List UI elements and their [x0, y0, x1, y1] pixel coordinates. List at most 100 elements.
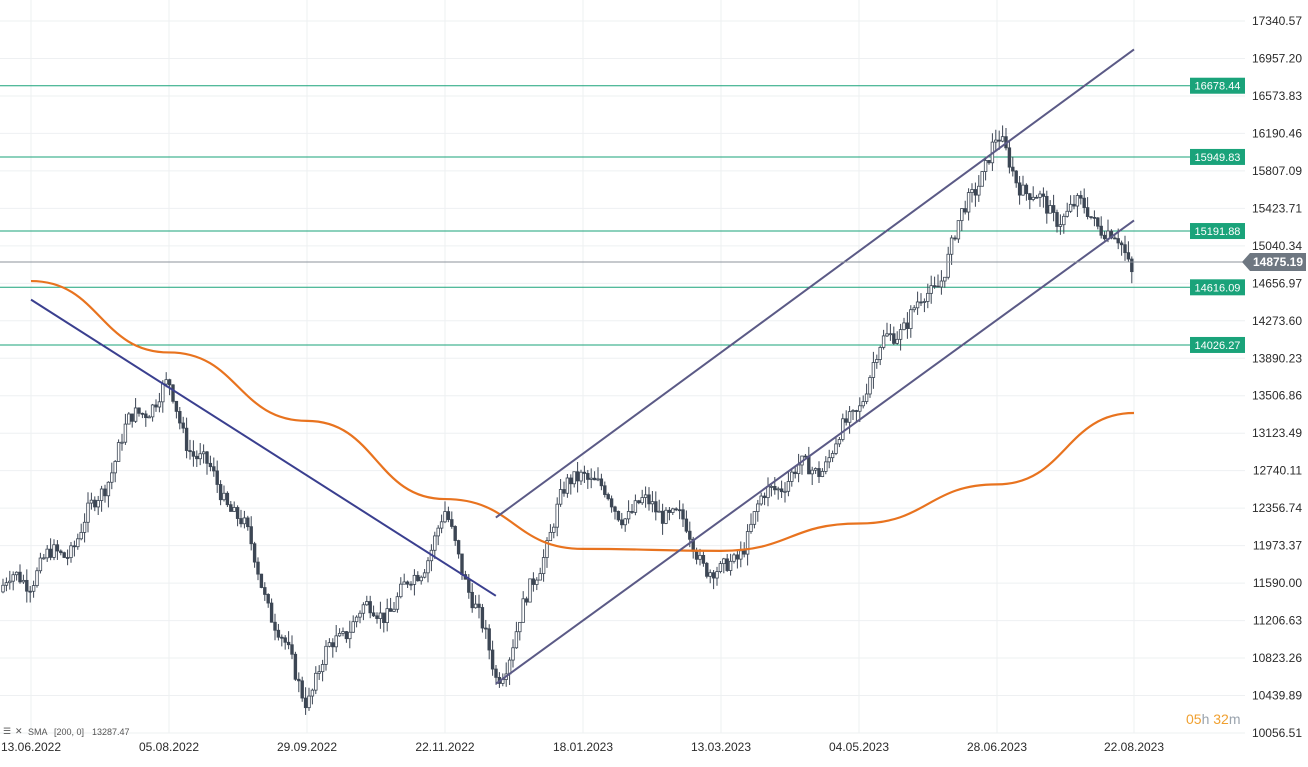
candle-body [582, 471, 587, 474]
candle-body [378, 612, 383, 619]
candle-body [1011, 166, 1015, 172]
candle-body [147, 416, 151, 419]
candle-body [813, 468, 818, 471]
candle-body [541, 557, 546, 574]
candle-body [120, 441, 124, 444]
candle-body [647, 494, 651, 505]
candle-body [297, 678, 301, 682]
candle-body [65, 557, 70, 559]
candle-body [640, 497, 644, 504]
candle-body [946, 253, 950, 278]
candle-body [487, 628, 491, 651]
candle-body [569, 477, 573, 485]
candle-body [1041, 193, 1046, 197]
candle-body [133, 407, 138, 422]
sma-indicator-legend[interactable]: ☰ ✕ SMA [200, 0] 13287.47 [3, 726, 130, 737]
candle-body [127, 413, 131, 425]
candle-body [130, 413, 134, 422]
candle-body [1024, 184, 1029, 195]
level-label: 15191.88 [1195, 226, 1241, 238]
candle-body [195, 455, 199, 460]
candle-body [885, 333, 889, 337]
menu-icon[interactable]: ☰ [3, 726, 11, 736]
candle-body [18, 571, 22, 583]
y-tick-label: 16957.20 [1252, 51, 1302, 65]
candle-body [701, 554, 706, 564]
level-label-box [1190, 77, 1245, 94]
candle-body [830, 453, 835, 459]
y-tick-label: 13123.49 [1252, 426, 1302, 440]
candle-body [705, 562, 709, 577]
candle-body [212, 466, 216, 472]
trendline-channel-lower [495, 219, 1135, 685]
candle-body [402, 581, 406, 585]
candle-body [616, 510, 621, 521]
candle-body [868, 377, 872, 395]
candle-body [218, 484, 223, 501]
candle-body [1099, 225, 1103, 236]
candle-body [531, 578, 536, 585]
x-tick-label: 29.09.2022 [277, 740, 337, 754]
candle-body [875, 359, 879, 363]
candle-body [460, 553, 464, 575]
candle-body [953, 237, 957, 240]
candle-body [606, 494, 610, 500]
candle-body [392, 608, 396, 612]
candle-body [1045, 195, 1049, 214]
candle-body [416, 574, 420, 582]
close-icon[interactable]: ✕ [15, 726, 23, 736]
candle-body [524, 598, 529, 603]
candle-body [467, 578, 471, 593]
y-tick-label: 14656.97 [1252, 276, 1302, 290]
candle-body [439, 521, 444, 529]
candle-body [1051, 205, 1056, 213]
candle-body [82, 521, 87, 533]
candle-body [596, 478, 600, 481]
candle-body [881, 335, 886, 348]
candle-body [1092, 216, 1097, 219]
candle-body [983, 160, 988, 172]
candle-body [382, 612, 386, 623]
candle-body [405, 581, 410, 585]
candle-body [609, 498, 614, 508]
candle-body [742, 550, 746, 555]
candle-body [263, 587, 267, 595]
candle-body [69, 545, 73, 559]
candle-body [419, 576, 423, 582]
candle-body [246, 517, 250, 528]
candle-body [154, 404, 158, 408]
candle-body [113, 461, 117, 474]
candle-body [1126, 252, 1131, 260]
candle-body [793, 471, 797, 475]
candle-body [664, 509, 668, 524]
y-tick-label: 12740.11 [1253, 464, 1302, 478]
candle-body [314, 672, 318, 691]
candle-body [470, 591, 474, 609]
candle-body [229, 504, 233, 512]
candle-body [280, 636, 284, 639]
candle-body [902, 322, 906, 331]
candle-body [157, 401, 162, 408]
x-tick-label: 22.08.2023 [1104, 740, 1164, 754]
candle-body [361, 604, 366, 614]
candle-body [739, 550, 743, 560]
candle-body [110, 472, 114, 483]
candle-body [779, 488, 784, 493]
candle-body [266, 594, 270, 604]
candle-body [1089, 216, 1093, 218]
candle-body [599, 478, 604, 487]
candle-body [399, 583, 403, 598]
candle-body [888, 333, 893, 336]
y-tick-label: 14273.60 [1252, 314, 1302, 328]
candle-body [96, 500, 100, 508]
candle-body [1048, 205, 1052, 214]
candle-body [997, 139, 1001, 142]
candle-body [589, 477, 593, 480]
level-label: 14616.09 [1195, 282, 1241, 294]
candle-body [749, 523, 753, 532]
candle-body [762, 495, 767, 499]
sma-label: SMA [28, 727, 48, 737]
candle-body [708, 572, 712, 577]
